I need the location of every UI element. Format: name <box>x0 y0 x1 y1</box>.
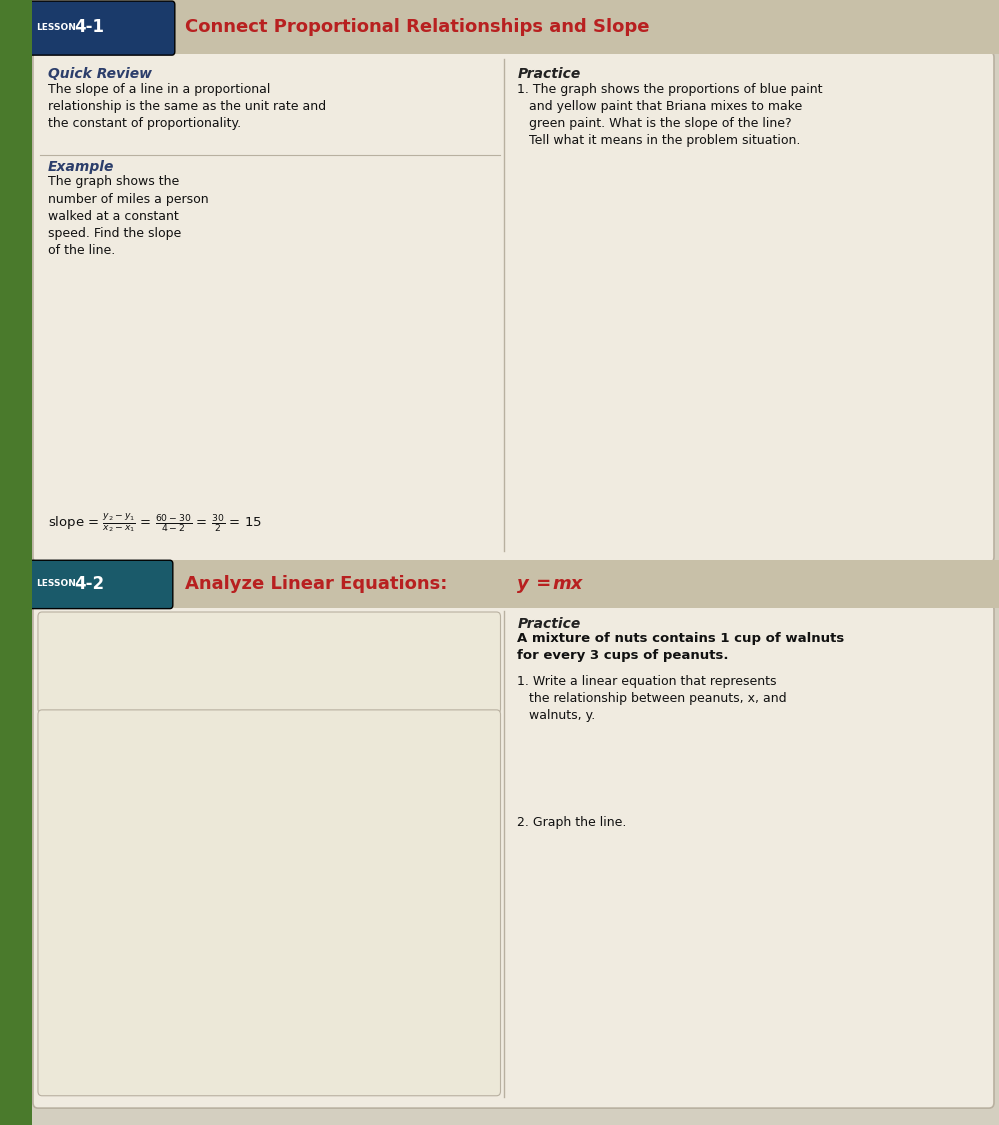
Text: Example: Example <box>50 722 116 736</box>
Text: Graph the line $y = 2x$.: Graph the line $y = 2x$. <box>50 739 208 756</box>
Text: Example: Example <box>48 160 114 173</box>
Text: 1. The graph shows the proportions of blue paint
   and yellow paint that Briana: 1. The graph shows the proportions of bl… <box>517 83 823 147</box>
Text: mx: mx <box>552 575 582 593</box>
Y-axis label: Walnuts (c): Walnuts (c) <box>691 930 701 993</box>
Text: x: x <box>930 1091 937 1105</box>
Text: 2. Graph the line.: 2. Graph the line. <box>517 816 626 829</box>
X-axis label: Blue Paint: Blue Paint <box>716 505 787 519</box>
Text: Connect Proportional Relationships and Slope: Connect Proportional Relationships and S… <box>185 18 649 36</box>
Text: y: y <box>517 575 529 593</box>
Y-axis label: Yellow Paint: Yellow Paint <box>523 258 536 327</box>
Text: Quick Review: Quick Review <box>50 623 154 637</box>
Text: Plot a point at (0, 0). Then use the slope to plot
the next point.: Plot a point at (0, 0). Then use the slo… <box>50 758 347 789</box>
Text: x: x <box>293 1044 301 1058</box>
Text: O: O <box>137 1048 146 1057</box>
Text: LESSON: LESSON <box>36 22 76 32</box>
X-axis label: Peanuts (c): Peanuts (c) <box>789 1096 864 1109</box>
Text: y: y <box>728 830 735 844</box>
Text: =: = <box>530 575 558 593</box>
Text: y: y <box>316 102 323 115</box>
Text: 4-1: 4-1 <box>74 18 104 36</box>
Text: x: x <box>937 504 945 518</box>
Text: y: y <box>562 88 569 100</box>
Text: The slope of a line in a proportional
relationship is the same as the unit rate : The slope of a line in a proportional re… <box>48 83 326 130</box>
X-axis label: Miles: Miles <box>380 449 415 462</box>
Text: Practice: Practice <box>517 68 580 81</box>
Text: 4-2: 4-2 <box>74 575 104 593</box>
Y-axis label: Minutes: Minutes <box>267 250 280 296</box>
Text: 1. Write a linear equation that represents
   the relationship between peanuts, : 1. Write a linear equation that represen… <box>517 675 787 722</box>
Text: A mixture of nuts contains 1 cup of walnuts
for every 3 cups of peanuts.: A mixture of nuts contains 1 cup of waln… <box>517 632 845 663</box>
Text: A proportional relationship can be
represented by an equation in the form
$y = m: A proportional relationship can be repre… <box>50 639 297 691</box>
Text: y: y <box>148 837 155 849</box>
Text: Quick Review: Quick Review <box>48 68 152 81</box>
Text: slope = $\frac{y_2-y_1}{x_2-x_1}$ = $\frac{60-30}{4-2}$ = $\frac{30}{2}$ = 15: slope = $\frac{y_2-y_1}{x_2-x_1}$ = $\fr… <box>48 513 262 534</box>
Text: Analyze Linear Equations:: Analyze Linear Equations: <box>185 575 454 593</box>
Text: Practice: Practice <box>517 616 580 630</box>
Text: x: x <box>492 417 499 431</box>
Text: The graph shows the
number of miles a person
walked at a constant
speed. Find th: The graph shows the number of miles a pe… <box>48 176 209 256</box>
Text: LESSON: LESSON <box>36 579 76 588</box>
